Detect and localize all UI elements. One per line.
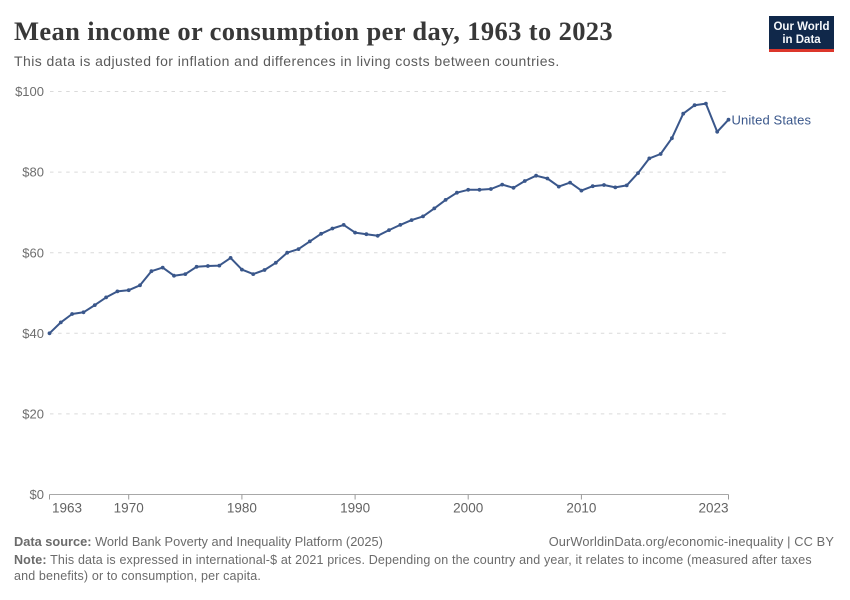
svg-text:1980: 1980 [227, 501, 257, 516]
svg-text:$20: $20 [22, 407, 44, 422]
svg-text:2010: 2010 [566, 501, 596, 516]
svg-text:United States: United States [732, 113, 812, 128]
svg-text:1963: 1963 [52, 501, 82, 516]
svg-text:1970: 1970 [114, 501, 144, 516]
svg-text:$60: $60 [22, 245, 44, 260]
svg-text:2000: 2000 [453, 501, 483, 516]
svg-text:$80: $80 [22, 165, 44, 180]
svg-text:$0: $0 [30, 487, 44, 502]
svg-text:$40: $40 [22, 326, 44, 341]
svg-text:2023: 2023 [698, 501, 728, 516]
svg-text:$100: $100 [15, 84, 44, 99]
svg-text:1990: 1990 [340, 501, 370, 516]
